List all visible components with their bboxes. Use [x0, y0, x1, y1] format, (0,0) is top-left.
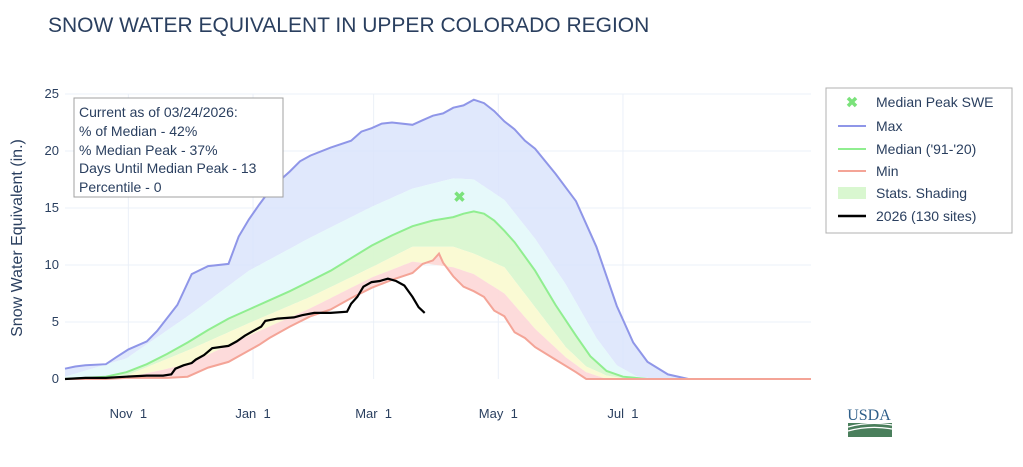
- usda-logo: USDA: [847, 407, 893, 437]
- legend-item-shading[interactable]: Stats. Shading: [838, 185, 967, 201]
- shading-swatch: [838, 187, 866, 199]
- current-year-line: [64, 277, 426, 381]
- legend-item-2026[interactable]: 2026 (130 sites): [838, 208, 976, 224]
- annotation-line: Percentile - 0: [79, 179, 162, 195]
- marker-stroke: [454, 191, 465, 202]
- y-axis-ticks: 0 5 10 15 20 25: [45, 86, 59, 386]
- annotation-line: % Median Peak - 37%: [79, 142, 218, 158]
- y-tick-label: 25: [45, 86, 59, 101]
- annotation-line: Current as of 03/24/2026:: [79, 104, 238, 120]
- legend-label: 2026 (130 sites): [876, 208, 976, 224]
- legend-item-median-peak[interactable]: Median Peak SWE: [846, 94, 994, 110]
- x-tick-label: Nov 1: [110, 406, 148, 421]
- annotation-line: Days Until Median Peak - 13: [79, 160, 257, 176]
- legend-item-median[interactable]: Median ('91-'20): [838, 141, 976, 157]
- stats-shading: [65, 99, 811, 379]
- y-tick-label: 15: [45, 200, 59, 215]
- legend-item-min[interactable]: Min: [838, 163, 899, 179]
- usda-logo-field-icon: [848, 423, 892, 437]
- legend-label: Min: [876, 163, 899, 179]
- legend-label: Median ('91-'20): [876, 141, 976, 157]
- x-tick-label: Mar 1: [355, 406, 392, 421]
- band-p70-median: [65, 178, 811, 379]
- median-peak-marker: [454, 191, 465, 202]
- chart-title: SNOW WATER EQUIVALENT IN UPPER COLORADO …: [48, 14, 649, 37]
- median-line: [64, 210, 811, 380]
- markers: [454, 191, 465, 202]
- band-median-p30: [65, 211, 811, 379]
- y-tick-label: 20: [45, 143, 59, 158]
- band-p10-min: [65, 253, 811, 379]
- x-tick-label: Jan 1: [235, 406, 270, 421]
- y-tick-label: 10: [45, 257, 59, 272]
- legend-label: Max: [876, 118, 902, 134]
- max-line: [64, 98, 811, 380]
- x-tick-label: May 1: [479, 406, 518, 421]
- legend: Median Peak SWE Max Median ('91-'20) Min…: [825, 87, 1013, 234]
- y-axis-label: Snow Water Equivalent (in.): [9, 139, 26, 337]
- median-peak-x-icon: [846, 96, 858, 108]
- series-lines: [64, 98, 811, 381]
- current-stats-annotation: Current as of 03/24/2026: % of Median - …: [73, 97, 284, 198]
- y-tick-label: 0: [52, 371, 59, 386]
- legend-item-max[interactable]: Max: [838, 118, 902, 134]
- legend-label: Median Peak SWE: [876, 94, 994, 110]
- band-max-p70: [65, 99, 811, 379]
- x-axis-ticks: Nov 1 Jan 1 Mar 1 May 1 Jul 1: [110, 406, 639, 421]
- legend-label: Stats. Shading: [876, 185, 967, 201]
- usda-logo-text: USDA: [847, 407, 891, 424]
- min-line: [65, 251, 811, 380]
- y-tick-label: 5: [52, 314, 59, 329]
- x-tick-label: Jul 1: [607, 406, 638, 421]
- annotation-line: % of Median - 42%: [79, 123, 197, 139]
